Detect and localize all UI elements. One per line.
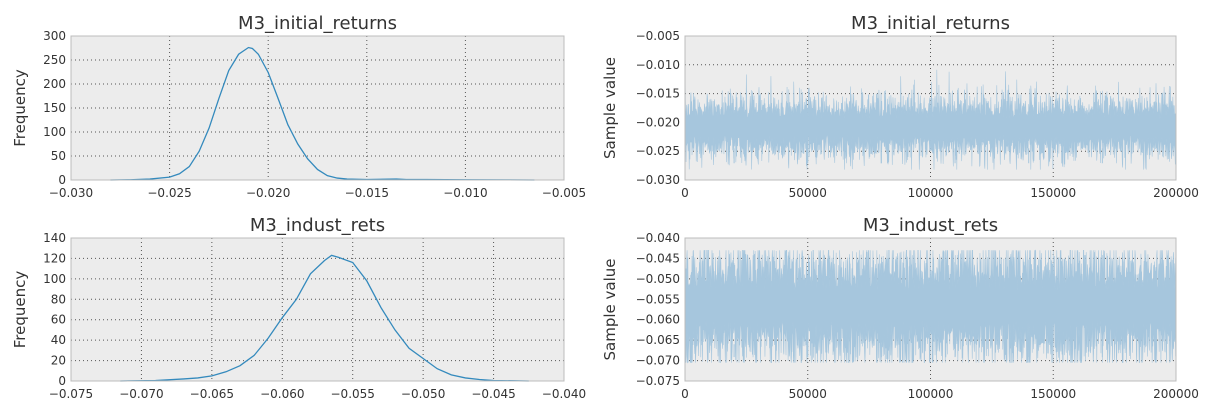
x-tick-label: −0.075 <box>49 387 93 401</box>
x-tick-label: −0.015 <box>345 186 389 200</box>
x-tick-label: 150000 <box>1030 387 1076 401</box>
y-axis-label: Frequency <box>11 271 29 349</box>
x-tick-label: −0.050 <box>401 387 445 401</box>
kde-line <box>120 254 529 382</box>
y-tick-label: 150 <box>43 101 66 115</box>
y-tick-label: −0.020 <box>636 115 680 129</box>
plot-frame <box>684 237 1177 382</box>
y-tick-label: −0.075 <box>636 374 680 388</box>
y-tick-label: 250 <box>43 53 66 67</box>
y-tick-label: 300 <box>43 29 66 43</box>
y-tick-label: −0.030 <box>636 173 680 187</box>
x-tick-label: −0.060 <box>260 387 304 401</box>
y-tick-label: 20 <box>51 354 66 368</box>
y-tick-label: 50 <box>51 149 66 163</box>
y-tick-label: −0.025 <box>636 144 680 158</box>
x-tick-label: 200000 <box>1153 387 1199 401</box>
plot-frame <box>684 35 1177 181</box>
panel-initial-returns-histogram: −0.030 −0.025 −0.020 −0.015 −0.010 −0.005 0 50 1… <box>11 13 586 200</box>
y-tick-label: −0.040 <box>636 231 680 245</box>
y-tick-label: −0.045 <box>636 251 680 265</box>
y-axis-label: Sample value <box>601 259 619 361</box>
x-tick-label: 0 <box>681 186 689 200</box>
y-tick-label: −0.055 <box>636 292 680 306</box>
x-tick-label: 50000 <box>789 387 827 401</box>
x-tick-label: −0.005 <box>542 186 586 200</box>
panel-indust-rets-histogram: −0.075 −0.070 −0.065 −0.060 −0.055 −0.050 −0.0… <box>11 215 586 401</box>
x-tick-label: 200000 <box>1153 186 1199 200</box>
x-tick-label: −0.070 <box>119 387 163 401</box>
x-tick-label: −0.020 <box>246 186 290 200</box>
y-tick-label: 140 <box>43 231 66 245</box>
plot-area <box>71 238 564 381</box>
y-tick-label: −0.005 <box>636 29 680 43</box>
panel-indust-rets-trace: 0 50000 100000 150000 200000 −0.075 −0.070 −0.0… <box>601 215 1199 401</box>
y-tick-label: 60 <box>51 313 66 327</box>
y-tick-label: −0.015 <box>636 87 680 101</box>
chart-title: M3_initial_returns <box>851 13 1010 34</box>
x-tick-label: −0.065 <box>190 387 234 401</box>
y-tick-label: −0.050 <box>636 272 680 286</box>
chart-title: M3_indust_rets <box>250 215 385 236</box>
y-axis-label: Sample value <box>601 57 619 159</box>
x-tick-label: −0.010 <box>443 186 487 200</box>
y-tick-label: 40 <box>51 333 66 347</box>
x-tick-label: 100000 <box>908 186 954 200</box>
y-tick-label: 100 <box>43 272 66 286</box>
y-tick-label: −0.065 <box>636 333 680 347</box>
x-tick-label: −0.040 <box>542 387 586 401</box>
chart-title: M3_indust_rets <box>863 215 998 236</box>
plot-frame <box>70 237 565 382</box>
plot-area <box>71 36 564 180</box>
x-tick-label: −0.030 <box>49 186 93 200</box>
x-tick-label: −0.055 <box>331 387 375 401</box>
y-tick-label: 0 <box>58 374 66 388</box>
x-tick-label: 0 <box>681 387 689 401</box>
y-tick-label: 200 <box>43 77 66 91</box>
x-tick-label: −0.045 <box>471 387 515 401</box>
y-tick-label: 0 <box>58 173 66 187</box>
chart-title: M3_initial_returns <box>238 13 397 34</box>
y-tick-label: −0.060 <box>636 313 680 327</box>
kde-line <box>110 46 535 181</box>
y-tick-label: 100 <box>43 125 66 139</box>
x-tick-label: −0.025 <box>147 186 191 200</box>
plot-frame <box>70 35 565 181</box>
x-tick-label: 150000 <box>1030 186 1076 200</box>
y-tick-label: −0.010 <box>636 58 680 72</box>
y-axis-label: Frequency <box>11 69 29 147</box>
y-tick-label: −0.070 <box>636 354 680 368</box>
y-tick-label: 120 <box>43 251 66 265</box>
y-tick-label: 80 <box>51 292 66 306</box>
x-tick-label: 50000 <box>789 186 827 200</box>
panel-initial-returns-trace: 0 50000 100000 150000 200000 −0.030 −0.025 −0.0… <box>601 13 1199 200</box>
x-tick-label: 100000 <box>908 387 954 401</box>
